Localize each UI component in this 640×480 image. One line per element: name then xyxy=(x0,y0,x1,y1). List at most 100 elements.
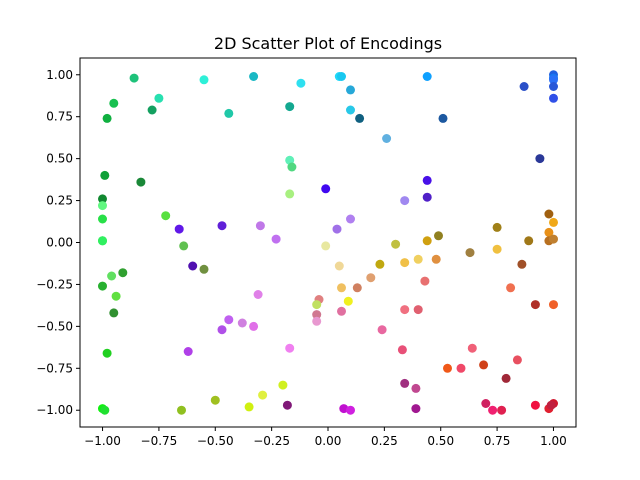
scatter-point xyxy=(530,300,540,310)
scatter-point xyxy=(249,321,259,331)
scatter-point xyxy=(337,306,346,316)
scatter-point xyxy=(109,98,119,108)
scatter-point xyxy=(111,291,121,301)
x-axis: −1.00 −0.75 −0.50 −0.25 0.00 0.25 0.50 0.75 1.00 xyxy=(84,427,567,448)
scatter-point xyxy=(224,315,234,325)
scatter-point xyxy=(422,236,432,246)
scatter-point xyxy=(100,170,110,180)
scatter-point xyxy=(501,373,511,383)
scatter-point xyxy=(420,276,430,286)
scatter-point xyxy=(479,360,489,370)
scatter-point xyxy=(98,214,107,224)
scatter-point xyxy=(519,82,529,91)
scatter-point xyxy=(497,405,507,415)
scatter-point xyxy=(352,283,362,293)
scatter-point xyxy=(237,318,247,328)
scatter-point xyxy=(98,194,107,204)
scatter-point xyxy=(147,105,157,115)
scatter-point xyxy=(400,378,410,388)
scatter-point xyxy=(512,355,522,365)
scatter-point xyxy=(434,231,443,241)
scatter-point xyxy=(546,400,556,410)
x-tick-label: 0.75 xyxy=(484,434,511,448)
scatter-point xyxy=(544,227,554,237)
scatter-point xyxy=(467,343,477,353)
scatter-point xyxy=(98,201,107,211)
scatter-point xyxy=(188,261,198,271)
scatter-point xyxy=(422,192,432,202)
y-tick-label: 0.25 xyxy=(46,194,73,208)
scatter-point xyxy=(285,102,295,112)
scatter-point xyxy=(492,222,502,232)
scatter-point xyxy=(98,236,107,246)
scatter-point xyxy=(161,211,171,221)
scatter-point xyxy=(102,348,112,358)
x-tick-label: −0.50 xyxy=(197,434,234,448)
scatter-point xyxy=(210,395,220,405)
scatter-point xyxy=(524,236,534,246)
x-tick-label: −0.75 xyxy=(141,434,178,448)
x-tick-label: 0.00 xyxy=(315,434,342,448)
scatter-point xyxy=(549,300,558,310)
scatter-point xyxy=(549,217,558,227)
scatter-point xyxy=(217,325,227,335)
scatter-point xyxy=(400,196,410,206)
scatter-point xyxy=(375,259,385,269)
chart-title: 2D Scatter Plot of Encodings xyxy=(214,34,442,53)
scatter-point xyxy=(199,75,209,85)
x-tick-label: 1.00 xyxy=(540,434,567,448)
scatter-point xyxy=(332,224,342,234)
y-tick-label: −0.25 xyxy=(36,277,73,291)
scatter-point xyxy=(282,400,292,410)
scatter-point xyxy=(102,113,112,123)
scatter-point xyxy=(413,254,423,264)
scatter-point xyxy=(287,162,297,172)
scatter-point xyxy=(438,113,448,123)
scatter-point xyxy=(312,316,322,326)
scatter-point xyxy=(346,405,355,415)
scatter-point xyxy=(382,134,392,143)
scatter-point xyxy=(431,254,441,264)
scatter-point xyxy=(397,345,407,355)
scatter-point xyxy=(217,221,227,231)
scatter-point xyxy=(411,404,421,414)
scatter-point xyxy=(400,258,410,268)
scatter-point xyxy=(411,383,421,393)
x-tick-label: −0.25 xyxy=(253,434,290,448)
scatter-point xyxy=(544,209,554,219)
scatter-point xyxy=(337,72,346,81)
scatter-point xyxy=(278,380,288,390)
x-tick-label: 0.25 xyxy=(371,434,398,448)
scatter-point xyxy=(346,105,355,115)
scatter-point xyxy=(253,290,263,299)
scatter-point xyxy=(321,184,331,194)
scatter-point xyxy=(506,283,516,293)
y-tick-label: −0.50 xyxy=(36,319,73,333)
scatter-point xyxy=(179,241,189,251)
scatter-point xyxy=(400,305,410,315)
y-axis: −1.00 −0.75 −0.50 −0.25 0.00 0.25 0.50 0.75 1.00 xyxy=(36,68,80,417)
scatter-point xyxy=(413,305,423,315)
scatter-point xyxy=(517,259,527,269)
scatter-point xyxy=(255,221,265,231)
scatter-point xyxy=(549,82,558,91)
scatter-point xyxy=(244,402,254,412)
scatter-point xyxy=(224,108,234,118)
scatter-point xyxy=(129,73,139,83)
x-tick-label: 0.50 xyxy=(427,434,454,448)
y-tick-label: −1.00 xyxy=(36,403,73,417)
scatter-point xyxy=(549,75,558,85)
scatter-point xyxy=(312,310,322,320)
scatter-point xyxy=(492,244,502,254)
scatter-point xyxy=(481,399,491,408)
scatter-point xyxy=(183,347,193,356)
y-tick-label: 1.00 xyxy=(46,68,73,82)
scatter-point xyxy=(109,308,119,318)
x-tick-label: −1.00 xyxy=(84,434,121,448)
scatter-point xyxy=(107,271,117,281)
scatter-point xyxy=(422,72,432,81)
scatter-point xyxy=(355,113,365,123)
y-tick-label: 0.50 xyxy=(46,152,73,166)
scatter-point xyxy=(488,405,498,415)
